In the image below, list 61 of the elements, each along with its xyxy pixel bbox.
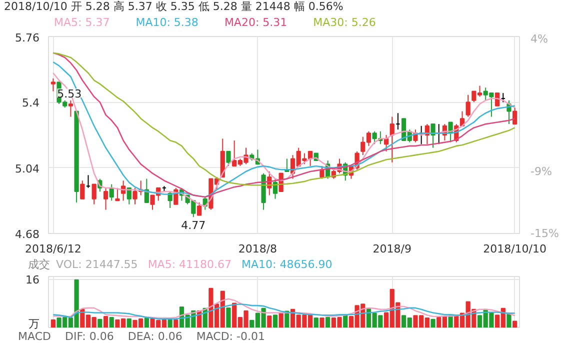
candlestick — [196, 202, 202, 216]
bar — [430, 318, 436, 328]
bar — [103, 316, 108, 328]
chart-title: 成交 — [28, 258, 50, 271]
bar — [109, 316, 114, 328]
bar — [226, 307, 231, 328]
x-tick-label: 2018/8 — [238, 242, 278, 256]
text: MACD — [18, 330, 51, 343]
text: MA10: 48656.90 — [242, 258, 332, 271]
candlestick — [92, 184, 96, 205]
x-tick-label: 2018/10/10 — [483, 242, 547, 256]
text: DEA: 0.06 — [128, 330, 182, 343]
bar — [326, 316, 330, 328]
y2-tick-label: -15% — [530, 227, 559, 240]
bar — [267, 316, 272, 328]
candlestick — [494, 92, 500, 106]
series-label: VOL: 21447.55 — [56, 258, 138, 271]
y-tick-label: 4.68 — [15, 228, 40, 241]
candlestick — [430, 124, 436, 148]
bar — [98, 318, 102, 328]
text: MACD: -0.01 — [196, 330, 265, 343]
bar — [126, 318, 132, 328]
text: MA20: 5.31 — [224, 16, 288, 29]
chart-title: 2018/10/10 开 5.28 高 5.37 收 5.35 低 5.28 量 21448 幅 0.56% — [4, 0, 344, 13]
y2-tick-label: -9% — [530, 164, 552, 178]
y-tick-label: 5.4 — [22, 96, 40, 110]
bar — [343, 314, 348, 328]
text: DIF: 0.06 — [64, 330, 114, 343]
bar — [174, 319, 178, 328]
candlestick — [115, 187, 120, 202]
candlestick — [103, 187, 108, 210]
annotation: 4.77 — [181, 219, 206, 232]
text: 16 — [26, 273, 40, 286]
candlestick — [390, 116, 394, 163]
text: MA10: 5.38 — [136, 16, 198, 29]
x-tick-label: 2018/6/12 — [24, 242, 82, 256]
text: MA5: 5.37 — [54, 16, 110, 29]
candlestick — [512, 107, 518, 125]
y-tick-label: 5.76 — [15, 32, 40, 44]
bar — [512, 320, 518, 328]
bar — [50, 319, 56, 328]
candlestick — [320, 166, 324, 180]
candlestick — [80, 180, 85, 200]
candlestick — [68, 100, 74, 118]
text: 万 — [28, 318, 40, 330]
bar — [320, 317, 324, 328]
bar — [144, 317, 149, 328]
x-tick-label: 2018/9 — [372, 242, 412, 256]
bar — [272, 314, 278, 328]
bar — [314, 317, 318, 328]
bar — [278, 312, 284, 328]
candlestick — [226, 150, 231, 167]
bar — [506, 313, 512, 328]
bar — [168, 319, 172, 328]
bar — [448, 315, 453, 328]
candlestick — [466, 94, 470, 118]
candlestick — [50, 78, 56, 92]
y2-tick-label: 4% — [530, 32, 548, 46]
y-tick-label: 5.04 — [15, 162, 40, 176]
text: MA5: 41180.67 — [148, 258, 232, 271]
text: MA30: 5.26 — [313, 16, 376, 29]
